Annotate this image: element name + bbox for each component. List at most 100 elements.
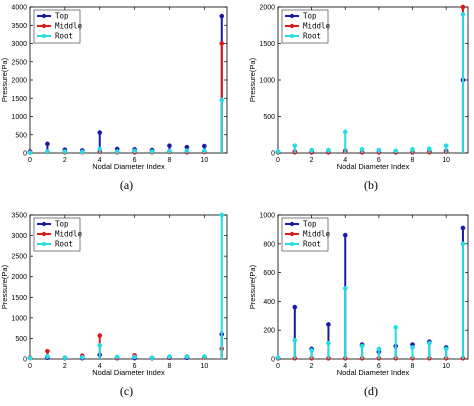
y-tick-label: 0	[23, 151, 27, 158]
y-tick-label: 1000	[11, 315, 27, 322]
legend-label: Middle	[55, 230, 83, 239]
stem-marker	[201, 148, 207, 154]
legend-label: Top	[55, 220, 69, 229]
panel-caption: (b)	[364, 178, 378, 192]
legend-marker	[289, 13, 295, 19]
legend-marker	[41, 221, 47, 227]
legend-label: Root	[303, 32, 321, 41]
stem-marker	[342, 286, 348, 291]
y-tick-label: 500	[263, 114, 275, 121]
x-axis-label: Nodal Diameter Index	[337, 162, 410, 171]
stem-marker	[326, 340, 331, 346]
stem-marker	[359, 343, 365, 349]
y-tick-label: 3500	[11, 213, 27, 220]
stem-marker	[326, 147, 331, 153]
stem-marker	[184, 148, 190, 154]
stem-marker	[97, 130, 103, 135]
x-axis-label: Nodal Diameter Index	[92, 368, 165, 377]
stem-marker	[45, 353, 50, 359]
legend-marker	[41, 231, 47, 237]
y-tick-label: 1000	[259, 213, 275, 220]
y-tick-label: 4000	[11, 5, 27, 12]
x-tick-label: 8	[168, 363, 172, 370]
stem-marker	[309, 348, 314, 353]
y-tick-label: 1500	[259, 41, 275, 48]
stem-marker	[309, 147, 314, 153]
legend-marker	[41, 23, 47, 29]
legend-label: Middle	[55, 22, 83, 31]
stem-marker	[275, 149, 281, 154]
chart-panel: 0 500 1000 1500 2000 2500 3000 3500 0 2 4 6 8 10 Nodal…	[0, 212, 228, 398]
x-tick-label: 0	[28, 363, 32, 370]
stem-marker	[443, 346, 449, 352]
stem-marker	[97, 333, 103, 338]
stem-marker	[79, 355, 85, 360]
legend-label: Root	[55, 32, 73, 41]
x-tick-label: 0	[28, 157, 32, 164]
y-tick-label: 2500	[11, 59, 27, 66]
x-tick-label: 10	[442, 157, 450, 164]
y-tick-label: 1000	[259, 78, 275, 85]
stem-marker	[45, 141, 50, 147]
stem-marker	[167, 143, 172, 149]
stem-marker	[219, 212, 225, 218]
y-tick-label: 800	[263, 241, 275, 248]
x-tick-label: 2	[63, 157, 67, 164]
legend-marker	[289, 221, 295, 227]
legend-label: Middle	[303, 22, 331, 31]
x-tick-label: 8	[168, 157, 172, 164]
legend-marker	[289, 33, 295, 39]
stem-marker	[359, 147, 365, 152]
x-tick-label: 2	[63, 363, 67, 370]
stem-marker	[167, 148, 172, 154]
y-tick-label: 600	[263, 270, 275, 277]
stem-marker	[219, 41, 225, 46]
x-tick-label: 10	[200, 157, 208, 164]
x-tick-label: 2	[310, 363, 314, 370]
x-tick-label: 0	[276, 157, 280, 164]
stem-marker	[219, 97, 225, 103]
legend-marker	[41, 241, 47, 247]
x-tick-label: 8	[411, 363, 415, 370]
y-tick-label: 2000	[11, 78, 27, 85]
chart-panel: 0 200 400 600 800 1000 0 2 4 6 8 10 Nodal Diameter I…	[248, 213, 469, 398]
y-tick-label: 500	[15, 132, 27, 139]
stem-marker	[393, 324, 399, 330]
stem-marker	[410, 345, 415, 350]
stem-marker	[97, 343, 103, 348]
stem-marker	[132, 148, 137, 154]
legend-marker	[41, 33, 47, 39]
stem-marker	[62, 355, 68, 361]
stem-marker	[292, 304, 298, 310]
y-tick-label: 200	[263, 328, 275, 335]
x-tick-label: 4	[343, 363, 347, 370]
stem-marker	[45, 348, 50, 354]
stem-marker	[393, 148, 399, 154]
x-tick-label: 10	[200, 363, 208, 370]
stem-marker	[443, 143, 449, 149]
x-tick-label: 4	[98, 363, 102, 370]
stem-marker	[275, 355, 281, 360]
y-tick-label: 1000	[11, 114, 27, 121]
stem-marker	[149, 355, 155, 361]
legend-label: Top	[303, 12, 317, 21]
y-tick-label: 3500	[11, 23, 27, 30]
stem-marker	[376, 346, 382, 352]
y-tick-label: 1500	[11, 96, 27, 103]
y-tick-label: 3000	[11, 233, 27, 240]
legend-label: Top	[303, 220, 317, 229]
stem-marker	[167, 354, 172, 359]
y-axis-label: Pressure(Pa)	[0, 57, 9, 102]
y-tick-label: 0	[271, 151, 275, 158]
y-tick-label: 2500	[11, 254, 27, 261]
chart-panel: 0 500 1000 1500 2000 0 2 4 6 8 10 Nodal Diameter In…	[248, 5, 469, 192]
stem-marker	[426, 340, 432, 346]
legend-marker	[289, 241, 295, 247]
panel-caption: (d)	[364, 384, 378, 398]
x-tick-label: 6	[377, 157, 381, 164]
stem-marker	[342, 232, 348, 238]
y-tick-label: 0	[271, 357, 275, 364]
x-axis-label: Nodal Diameter Index	[337, 368, 410, 377]
x-tick-label: 10	[442, 363, 450, 370]
